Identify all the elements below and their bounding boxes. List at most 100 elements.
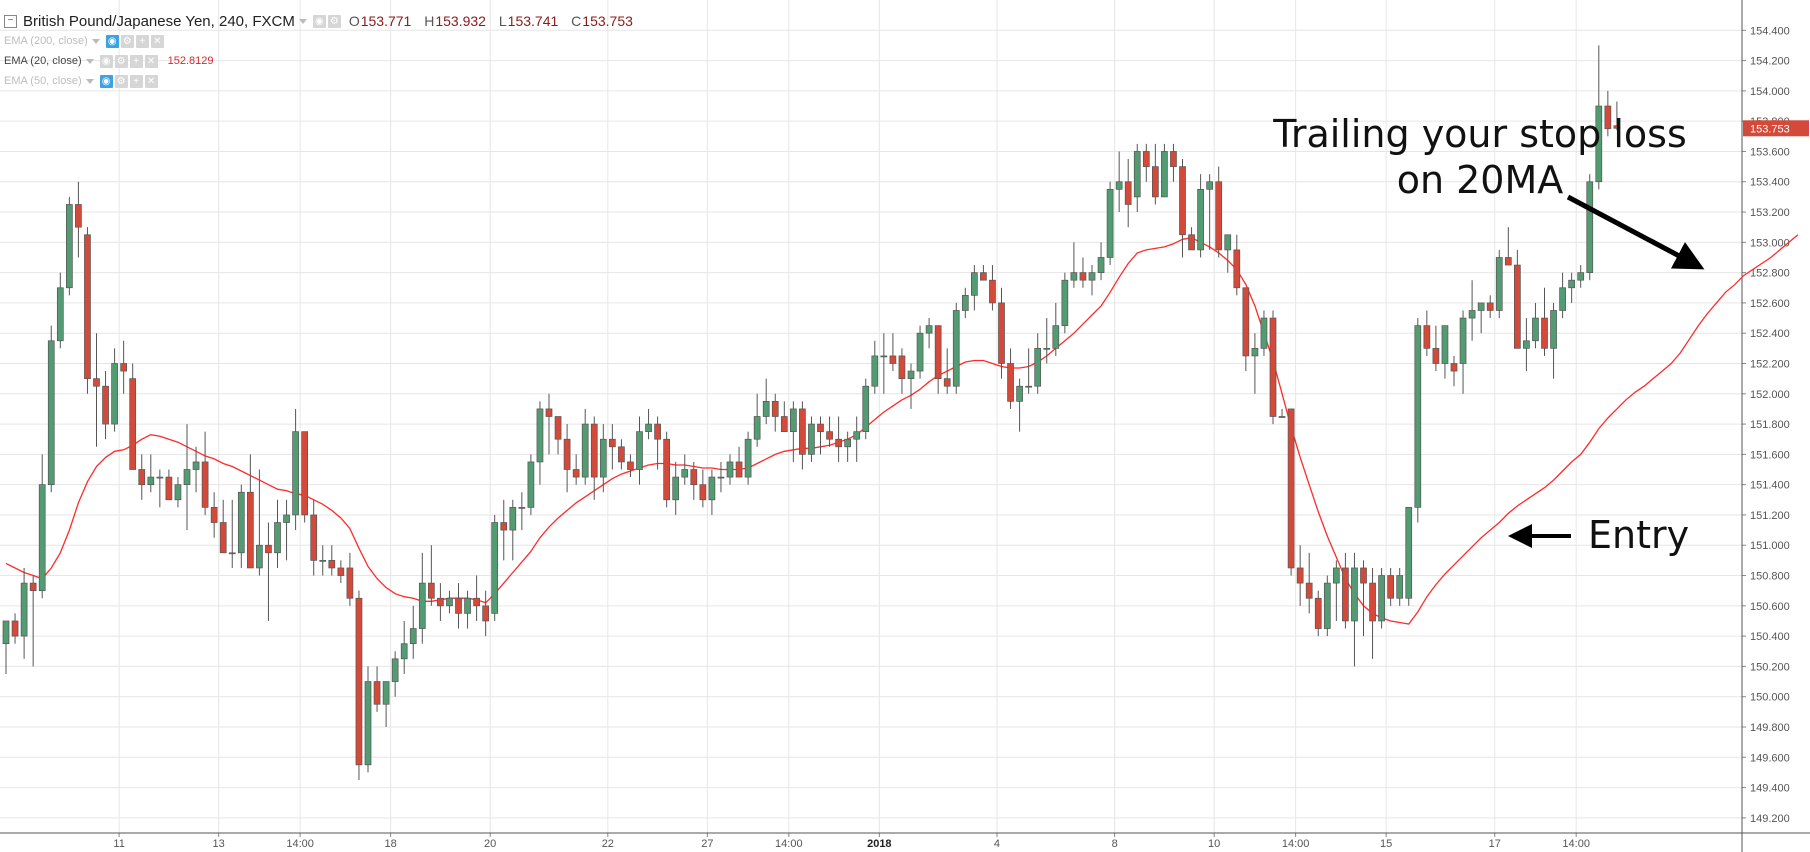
candle-up (1224, 234, 1232, 273)
candle-down (1287, 408, 1295, 576)
candle-up (1568, 272, 1576, 303)
eye-icon[interactable]: ◉ (99, 54, 113, 68)
candle-down (500, 499, 508, 561)
candle-up (391, 651, 399, 697)
indicator-label[interactable]: EMA (20, close) (4, 55, 82, 67)
candle-body (319, 560, 327, 562)
candle-body (1468, 310, 1476, 319)
eye-icon[interactable]: ◉ (312, 14, 326, 28)
candle-up (862, 378, 870, 440)
x-tick-label: 14:00 (1282, 838, 1310, 850)
indicator-label[interactable]: EMA (200, close) (4, 35, 88, 47)
high-key: H (424, 13, 435, 29)
candle-body (201, 461, 209, 508)
candle-body (753, 416, 761, 440)
candle-down (93, 333, 100, 447)
candle-down (1541, 287, 1548, 356)
candle-down (337, 560, 345, 584)
gear-icon[interactable]: ⚙ (327, 14, 341, 28)
indicator-label[interactable]: EMA (50, close) (4, 75, 82, 87)
y-tick-label: 151.600 (1750, 449, 1790, 461)
indicator-value: 152.8129 (167, 55, 214, 67)
candle-body (726, 461, 734, 478)
candle-up (183, 424, 191, 531)
candle-body (2, 620, 10, 645)
close-icon[interactable]: ✕ (150, 34, 164, 48)
candle-body (1070, 272, 1078, 281)
candle-body (364, 681, 372, 766)
candle-body (455, 597, 462, 614)
chevron-down-icon[interactable] (298, 18, 307, 24)
symbol-title[interactable]: British Pound/Japanese Yen, 240, FXCM (23, 12, 295, 30)
candle-up (1251, 333, 1259, 394)
candle-body (1450, 363, 1458, 372)
close-icon[interactable]: ✕ (144, 54, 158, 68)
candle-down (1233, 234, 1241, 296)
plus-icon[interactable]: + (129, 74, 143, 88)
candle-down (898, 348, 906, 394)
candle-down (373, 666, 381, 712)
candle-body (1052, 325, 1060, 349)
plus-icon[interactable]: + (135, 34, 149, 48)
candle-down (608, 424, 616, 470)
candle-up (38, 454, 46, 599)
candle-up (880, 333, 888, 394)
minus-square-icon[interactable]: − (4, 14, 17, 28)
gear-icon[interactable]: ⚙ (120, 34, 134, 48)
candle-body (1550, 310, 1557, 349)
candle-down (1423, 310, 1431, 356)
candle-body (500, 522, 508, 531)
candle-down (138, 454, 146, 500)
x-tick-label: 8 (1112, 838, 1118, 850)
candle-down (1151, 143, 1159, 205)
y-tick-label: 154.000 (1750, 86, 1790, 98)
candle-down (998, 287, 1005, 379)
y-tick-label: 152.000 (1750, 389, 1790, 401)
close-icon[interactable]: ✕ (144, 74, 158, 88)
chevron-down-icon[interactable] (85, 58, 94, 64)
candle-body (1287, 408, 1295, 569)
candle-body (744, 438, 752, 478)
x-tick-label: 14:00 (1562, 838, 1590, 850)
eye-icon[interactable]: ◉ (99, 74, 113, 88)
candle-up (2, 620, 10, 674)
candle-body (1251, 347, 1259, 357)
candle-up (1097, 242, 1105, 281)
plus-icon[interactable]: + (129, 54, 143, 68)
candle-body (1215, 181, 1223, 251)
candle-down (165, 469, 173, 501)
indicator-row-ema20: EMA (20, close) ◉ ⚙ + ✕ 152.8129 (4, 51, 642, 71)
candle-body (1179, 166, 1186, 236)
candle-body (1242, 287, 1250, 357)
gear-icon[interactable]: ⚙ (114, 54, 128, 68)
candle-body (373, 681, 381, 705)
candle-down (771, 393, 779, 432)
candle-up (446, 590, 453, 614)
candle-up (1106, 181, 1114, 266)
candle-body (274, 522, 281, 554)
candle-body (464, 597, 471, 614)
eye-icon[interactable]: ◉ (105, 34, 119, 48)
chevron-down-icon[interactable] (91, 38, 100, 44)
candle-down (799, 401, 806, 470)
candle-body (1278, 416, 1286, 418)
x-tick-label: 17 (1489, 838, 1501, 850)
gear-icon[interactable]: ⚙ (114, 74, 128, 88)
candle-body (56, 287, 64, 342)
candle-down (328, 545, 336, 576)
x-tick-label: 11 (113, 838, 124, 850)
candle-body (138, 469, 146, 486)
candle-body (1559, 287, 1566, 311)
chevron-down-icon[interactable] (85, 78, 94, 84)
x-tick-label: 14:00 (286, 838, 314, 850)
candle-body (844, 438, 852, 448)
candle-up (672, 461, 680, 515)
candle-body (1106, 188, 1114, 258)
candle-body (210, 507, 218, 523)
candle-up (1532, 302, 1539, 349)
candle-body (527, 461, 535, 508)
y-tick-label: 152.200 (1750, 358, 1790, 370)
